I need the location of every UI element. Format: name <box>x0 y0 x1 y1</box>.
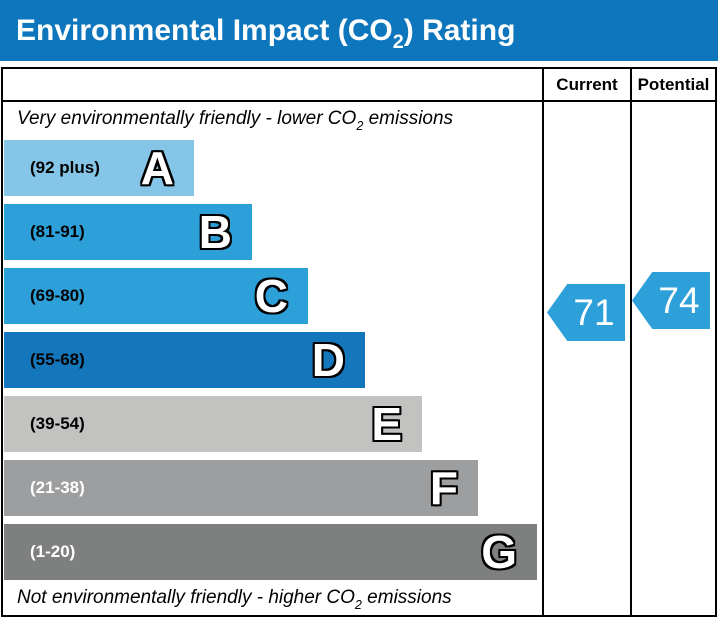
potential-rating-arrow: 74 <box>632 272 710 329</box>
band-letter: G <box>481 526 517 578</box>
current-rating-value: 71 <box>573 292 615 333</box>
divider-potential-column <box>630 69 632 615</box>
band-range: (81-91) <box>30 222 85 241</box>
band-d: (55-68) D <box>4 332 365 388</box>
potential-rating-value: 74 <box>658 280 700 321</box>
caption-bottom: Not environmentally friendly - higher CO… <box>17 587 452 612</box>
column-header-potential: Potential <box>637 74 710 94</box>
band-a: (92 plus) A <box>4 140 194 196</box>
band-letter: A <box>140 142 174 194</box>
band-range: (21-38) <box>30 478 85 497</box>
band-f: (21-38) F <box>4 460 478 516</box>
band-letter: F <box>429 462 458 514</box>
band-range: (92 plus) <box>30 158 100 177</box>
band-range: (55-68) <box>30 350 85 369</box>
page-title: Environmental Impact (CO2) Rating <box>16 13 516 54</box>
title-subscript: 2 <box>392 31 404 54</box>
band-g: (1-20) G <box>4 524 537 580</box>
header-divider <box>3 100 715 102</box>
rating-table: Current Potential Very environmentally f… <box>1 67 717 617</box>
band-c: (69-80) C <box>4 268 308 324</box>
column-header-current: Current <box>556 74 618 94</box>
band-range: (69-80) <box>30 286 85 305</box>
title-bar: Environmental Impact (CO2) Rating <box>0 0 718 61</box>
band-letter: C <box>254 270 288 322</box>
divider-current-column <box>542 69 544 615</box>
band-range: (39-54) <box>30 414 85 433</box>
band-e: (39-54) E <box>4 396 422 452</box>
band-range: (1-20) <box>30 542 76 561</box>
band-letter: E <box>371 398 402 450</box>
band-letter: D <box>311 334 345 386</box>
current-rating-arrow: 71 <box>547 284 625 341</box>
caption-bottom-subscript: 2 <box>354 597 362 612</box>
caption-top: Very environmentally friendly - lower CO… <box>17 108 454 133</box>
caption-top-subscript: 2 <box>356 118 364 133</box>
band-b: (81-91) B <box>4 204 252 260</box>
band-letter: B <box>198 206 232 258</box>
